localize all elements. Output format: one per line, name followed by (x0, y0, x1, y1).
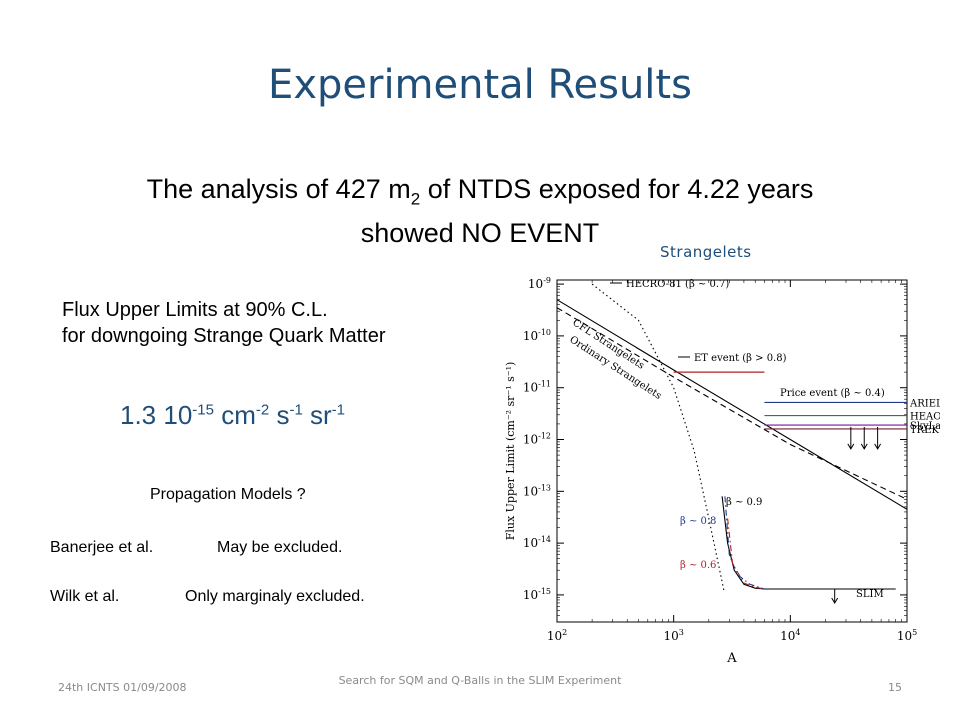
experiment-label-1: HEAO-3 (910, 412, 940, 423)
footer-page-number: 15 (888, 681, 902, 694)
y-tick-label: 10-15 (523, 587, 551, 602)
y-tick-label: 10-9 (528, 276, 551, 291)
flux-heading: Flux Upper Limits at 90% C.L. for downgo… (62, 297, 386, 349)
footer-conference: 24th ICNTS 01/09/2008 (58, 681, 187, 694)
flux-exp3: -1 (289, 401, 303, 419)
flux-exp4: -1 (331, 401, 346, 419)
y-tick-label-mantissa: 10 (523, 329, 538, 343)
limit-arrowhead-0 (847, 443, 855, 450)
chart-caption: Strangelets (660, 243, 752, 261)
model-name-wilk: Wilk et al. (50, 588, 120, 605)
annotation-price-event: Price event (β ~ 0.4) (780, 388, 885, 399)
y-axis-label: Flux Upper Limit (cm⁻² sr⁻¹ s⁻¹) (504, 362, 517, 541)
series-line-3 (721, 496, 896, 590)
series-line-0 (556, 299, 908, 510)
intro-subscript: 2 (410, 189, 421, 209)
annotation-et-event: ET event (β > 0.8) (694, 353, 787, 364)
x-axis-label: A (726, 651, 737, 666)
intro-line2: showed NO EVENT (360, 218, 600, 249)
x-tick-label-exponent: 3 (679, 628, 684, 637)
y-tick-label-exponent: -10 (538, 328, 551, 337)
y-tick-label-exponent: -9 (543, 276, 551, 285)
y-tick-label-exponent: -14 (538, 535, 551, 544)
y-tick-label-exponent: -15 (538, 587, 551, 596)
intro-part2: of NTDS exposed for 4.22 years (420, 174, 814, 204)
y-tick-label: 10-10 (523, 328, 551, 343)
x-tick-label-mantissa: 10 (547, 629, 562, 643)
flux-unit1: cm (213, 400, 256, 430)
y-tick-label-exponent: -12 (538, 432, 551, 441)
flux-exp1: -15 (192, 401, 214, 419)
slide-title: Experimental Results (268, 62, 692, 108)
limit-arrowhead-2 (874, 443, 882, 450)
annotation-hecro: HECRO-81 (β ~ 0.7) (626, 279, 729, 290)
x-tick-label: 102 (547, 628, 567, 643)
x-tick-label-mantissa: 10 (780, 629, 795, 643)
y-tick-label-exponent: -13 (538, 483, 551, 492)
y-tick-label-mantissa: 10 (523, 433, 538, 447)
flux-heading-line2: for downgoing Strange Quark Matter (62, 325, 386, 347)
x-tick-label-mantissa: 10 (897, 629, 912, 643)
flux-value: 1.3 10-15 cm-2 s-1 sr-1 (120, 400, 345, 431)
flux-unit2: s (269, 400, 290, 430)
flux-exp2: -2 (255, 401, 270, 419)
annotation-beta-08: β ~ 0.8 (680, 516, 716, 527)
model-name-banerjee: Banerjee et al. (50, 539, 154, 556)
x-tick-label-exponent: 5 (912, 628, 917, 637)
footer-talk-title: Search for SQM and Q-Balls in the SLIM E… (338, 674, 622, 687)
annotation-beta-06: β ~ 0.6 (680, 560, 716, 571)
flux-unit3: sr (302, 400, 332, 430)
limit-arrowhead-1 (860, 443, 868, 450)
y-tick-label: 10-13 (523, 483, 551, 498)
slim-arrowhead (831, 597, 839, 604)
flux-mantissa: 1.3 10 (120, 400, 193, 430)
y-tick-label: 10-12 (523, 432, 551, 447)
flux-limit-chart: 102 103 104 10510-910-1010-1110-1210-1310-1… (504, 276, 940, 666)
y-tick-label-mantissa: 10 (523, 484, 538, 498)
series-line-1 (556, 307, 908, 500)
x-tick-label-exponent: 2 (562, 628, 567, 637)
experiment-label-2: SkyLab (910, 421, 940, 432)
y-tick-label: 10-11 (523, 380, 551, 395)
y-tick-label-mantissa: 10 (528, 277, 543, 291)
intro-part1: The analysis of 427 m (146, 174, 411, 204)
model-status-banerjee: May be excluded. (217, 539, 343, 556)
annotation-slim: SLIM (856, 589, 884, 600)
annotation-beta-09: β ~ 0.9 (726, 497, 762, 508)
x-tick-label: 105 (897, 628, 917, 643)
series-line-4 (724, 496, 765, 590)
experiment-label-3: TREK (910, 425, 939, 436)
y-tick-label-mantissa: 10 (523, 536, 538, 550)
x-tick-label: 103 (663, 628, 683, 643)
y-tick-label: 10-14 (523, 535, 551, 550)
series-line-5 (727, 518, 765, 590)
y-tick-label-mantissa: 10 (523, 381, 538, 395)
x-tick-label: 104 (780, 628, 800, 643)
experiment-label-0: ARIEL-6 (909, 398, 940, 409)
series-line-2 (591, 283, 725, 591)
propagation-title: Propagation Models ? (150, 486, 306, 503)
model-status-wilk: Only marginaly excluded. (185, 588, 365, 605)
y-tick-label-exponent: -11 (538, 380, 551, 389)
x-tick-label-mantissa: 10 (663, 629, 678, 643)
x-tick-label-exponent: 4 (795, 628, 800, 637)
flux-heading-line1: Flux Upper Limits at 90% C.L. (62, 299, 328, 321)
y-tick-label-mantissa: 10 (523, 588, 538, 602)
intro-text: The analysis of 427 m2 of NTDS exposed f… (60, 172, 900, 250)
